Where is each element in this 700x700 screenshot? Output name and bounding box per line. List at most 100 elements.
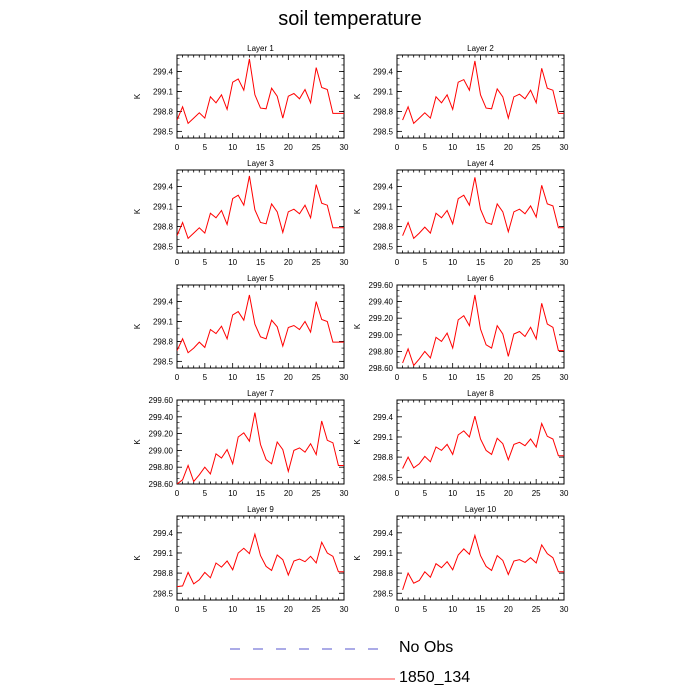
y-tick-label: 299.4 — [153, 183, 174, 192]
plot-frame — [396, 54, 565, 139]
series-line — [402, 533, 564, 591]
panel-title: Layer 5 — [247, 274, 274, 283]
y-tick-label: 298.5 — [373, 242, 394, 251]
chart-panel-8: Layer 8 0 5 10 15 20 25 30 298.5 298.8 299.1 299.4 K — [353, 389, 569, 498]
y-tick-label: 298.5 — [153, 357, 174, 366]
plot-frame — [396, 169, 565, 254]
y-tick-label: 298.8 — [373, 569, 394, 578]
chart-panel-1: Layer 1 0 5 10 15 20 25 30 298.5 298.8 299.1 299.4 K — [133, 44, 349, 152]
y-tick-label: 298.8 — [153, 337, 174, 346]
y-tick-label: 298.8 — [153, 107, 174, 116]
x-tick-label: 15 — [476, 605, 485, 614]
x-tick-label: 25 — [312, 605, 321, 614]
x-tick-label: 30 — [560, 143, 569, 152]
y-tick-label: 298.8 — [373, 453, 394, 462]
y-tick-label: 299.40 — [369, 298, 394, 307]
y-tick-label: 298.80 — [149, 463, 174, 472]
x-tick-label: 25 — [532, 143, 541, 152]
y-tick-label: 299.20 — [369, 314, 394, 323]
y-tick-label: 298.60 — [369, 364, 394, 373]
y-tick-label: 299.1 — [153, 203, 174, 212]
x-tick-label: 5 — [203, 489, 208, 498]
x-tick-label: 20 — [284, 373, 293, 382]
x-tick-label: 10 — [228, 373, 237, 382]
x-tick-label: 30 — [340, 258, 349, 267]
y-tick-label: 299.1 — [153, 549, 174, 558]
x-tick-label: 20 — [284, 489, 293, 498]
y-axis-label: K — [353, 439, 362, 445]
y-tick-label: 299.1 — [373, 549, 394, 558]
series-line — [402, 177, 564, 240]
legend-label-model: 1850_134 — [399, 669, 471, 686]
x-tick-label: 15 — [256, 143, 265, 152]
series-line — [402, 294, 564, 367]
y-tick-label: 299.4 — [153, 529, 174, 538]
x-tick-label: 20 — [284, 143, 293, 152]
x-tick-label: 15 — [476, 489, 485, 498]
y-tick-label: 298.8 — [153, 569, 174, 578]
x-tick-label: 15 — [256, 605, 265, 614]
x-tick-label: 30 — [560, 605, 569, 614]
x-tick-label: 25 — [312, 143, 321, 152]
y-axis-label: K — [133, 323, 142, 329]
x-tick-label: 15 — [256, 489, 265, 498]
plot-frame — [176, 284, 345, 369]
series-line — [177, 175, 344, 240]
panel-title: Layer 8 — [467, 389, 494, 398]
y-axis-label: K — [133, 93, 142, 99]
y-axis-label: K — [133, 439, 142, 445]
x-tick-label: 25 — [532, 605, 541, 614]
y-tick-label: 299.4 — [153, 68, 174, 77]
x-tick-label: 25 — [532, 258, 541, 267]
x-tick-label: 30 — [340, 373, 349, 382]
x-tick-label: 30 — [560, 373, 569, 382]
x-tick-label: 10 — [228, 489, 237, 498]
y-tick-label: 298.8 — [373, 107, 394, 116]
x-tick-label: 0 — [175, 143, 180, 152]
plot-frame — [176, 515, 345, 601]
y-tick-label: 298.5 — [373, 127, 394, 136]
x-tick-label: 20 — [504, 373, 513, 382]
y-tick-label: 298.5 — [373, 473, 394, 482]
legend-label-no-obs: No Obs — [399, 639, 454, 656]
panel-title: Layer 7 — [247, 389, 274, 398]
x-tick-label: 0 — [395, 373, 400, 382]
chart-panel-10: Layer 10 0 5 10 15 20 25 30 298.5 298.8 299.1 299.4… — [353, 505, 569, 614]
x-tick-label: 25 — [312, 489, 321, 498]
series-line — [402, 60, 564, 125]
x-tick-label: 10 — [228, 605, 237, 614]
y-axis-label: K — [353, 555, 362, 561]
series-line — [177, 412, 344, 484]
x-tick-label: 25 — [312, 373, 321, 382]
x-tick-label: 5 — [423, 258, 428, 267]
series-line — [177, 294, 344, 354]
y-tick-label: 299.00 — [149, 446, 174, 455]
y-axis-label: K — [353, 208, 362, 214]
x-tick-label: 20 — [504, 258, 513, 267]
x-tick-label: 25 — [532, 373, 541, 382]
x-tick-label: 5 — [423, 489, 428, 498]
y-tick-label: 299.00 — [369, 331, 394, 340]
x-tick-label: 0 — [175, 605, 180, 614]
y-tick-label: 299.20 — [149, 430, 174, 439]
chart-panel-2: Layer 2 0 5 10 15 20 25 30 298.5 298.8 299.1 299.4 K — [353, 44, 569, 152]
y-axis-label: K — [353, 323, 362, 329]
y-tick-label: 298.5 — [153, 589, 174, 598]
x-tick-label: 20 — [504, 489, 513, 498]
x-tick-label: 0 — [175, 373, 180, 382]
x-tick-label: 5 — [203, 605, 208, 614]
y-tick-label: 299.4 — [373, 413, 394, 422]
y-axis-label: K — [133, 208, 142, 214]
x-tick-label: 5 — [423, 143, 428, 152]
chart-panel-9: Layer 9 0 5 10 15 20 25 30 298.5 298.8 299.1 299.4 K — [133, 505, 349, 614]
y-axis-label: K — [133, 555, 142, 561]
plot-frame — [396, 399, 565, 485]
plot-frame — [396, 515, 565, 601]
y-axis-label: K — [353, 93, 362, 99]
panel-title: Layer 9 — [247, 505, 274, 514]
chart-panel-3: Layer 3 0 5 10 15 20 25 30 298.5 298.8 299.1 299.4 K — [133, 159, 349, 267]
panel-title: Layer 6 — [467, 274, 494, 283]
y-tick-label: 298.60 — [149, 480, 174, 489]
y-tick-label: 299.4 — [153, 298, 174, 307]
x-tick-label: 0 — [175, 489, 180, 498]
